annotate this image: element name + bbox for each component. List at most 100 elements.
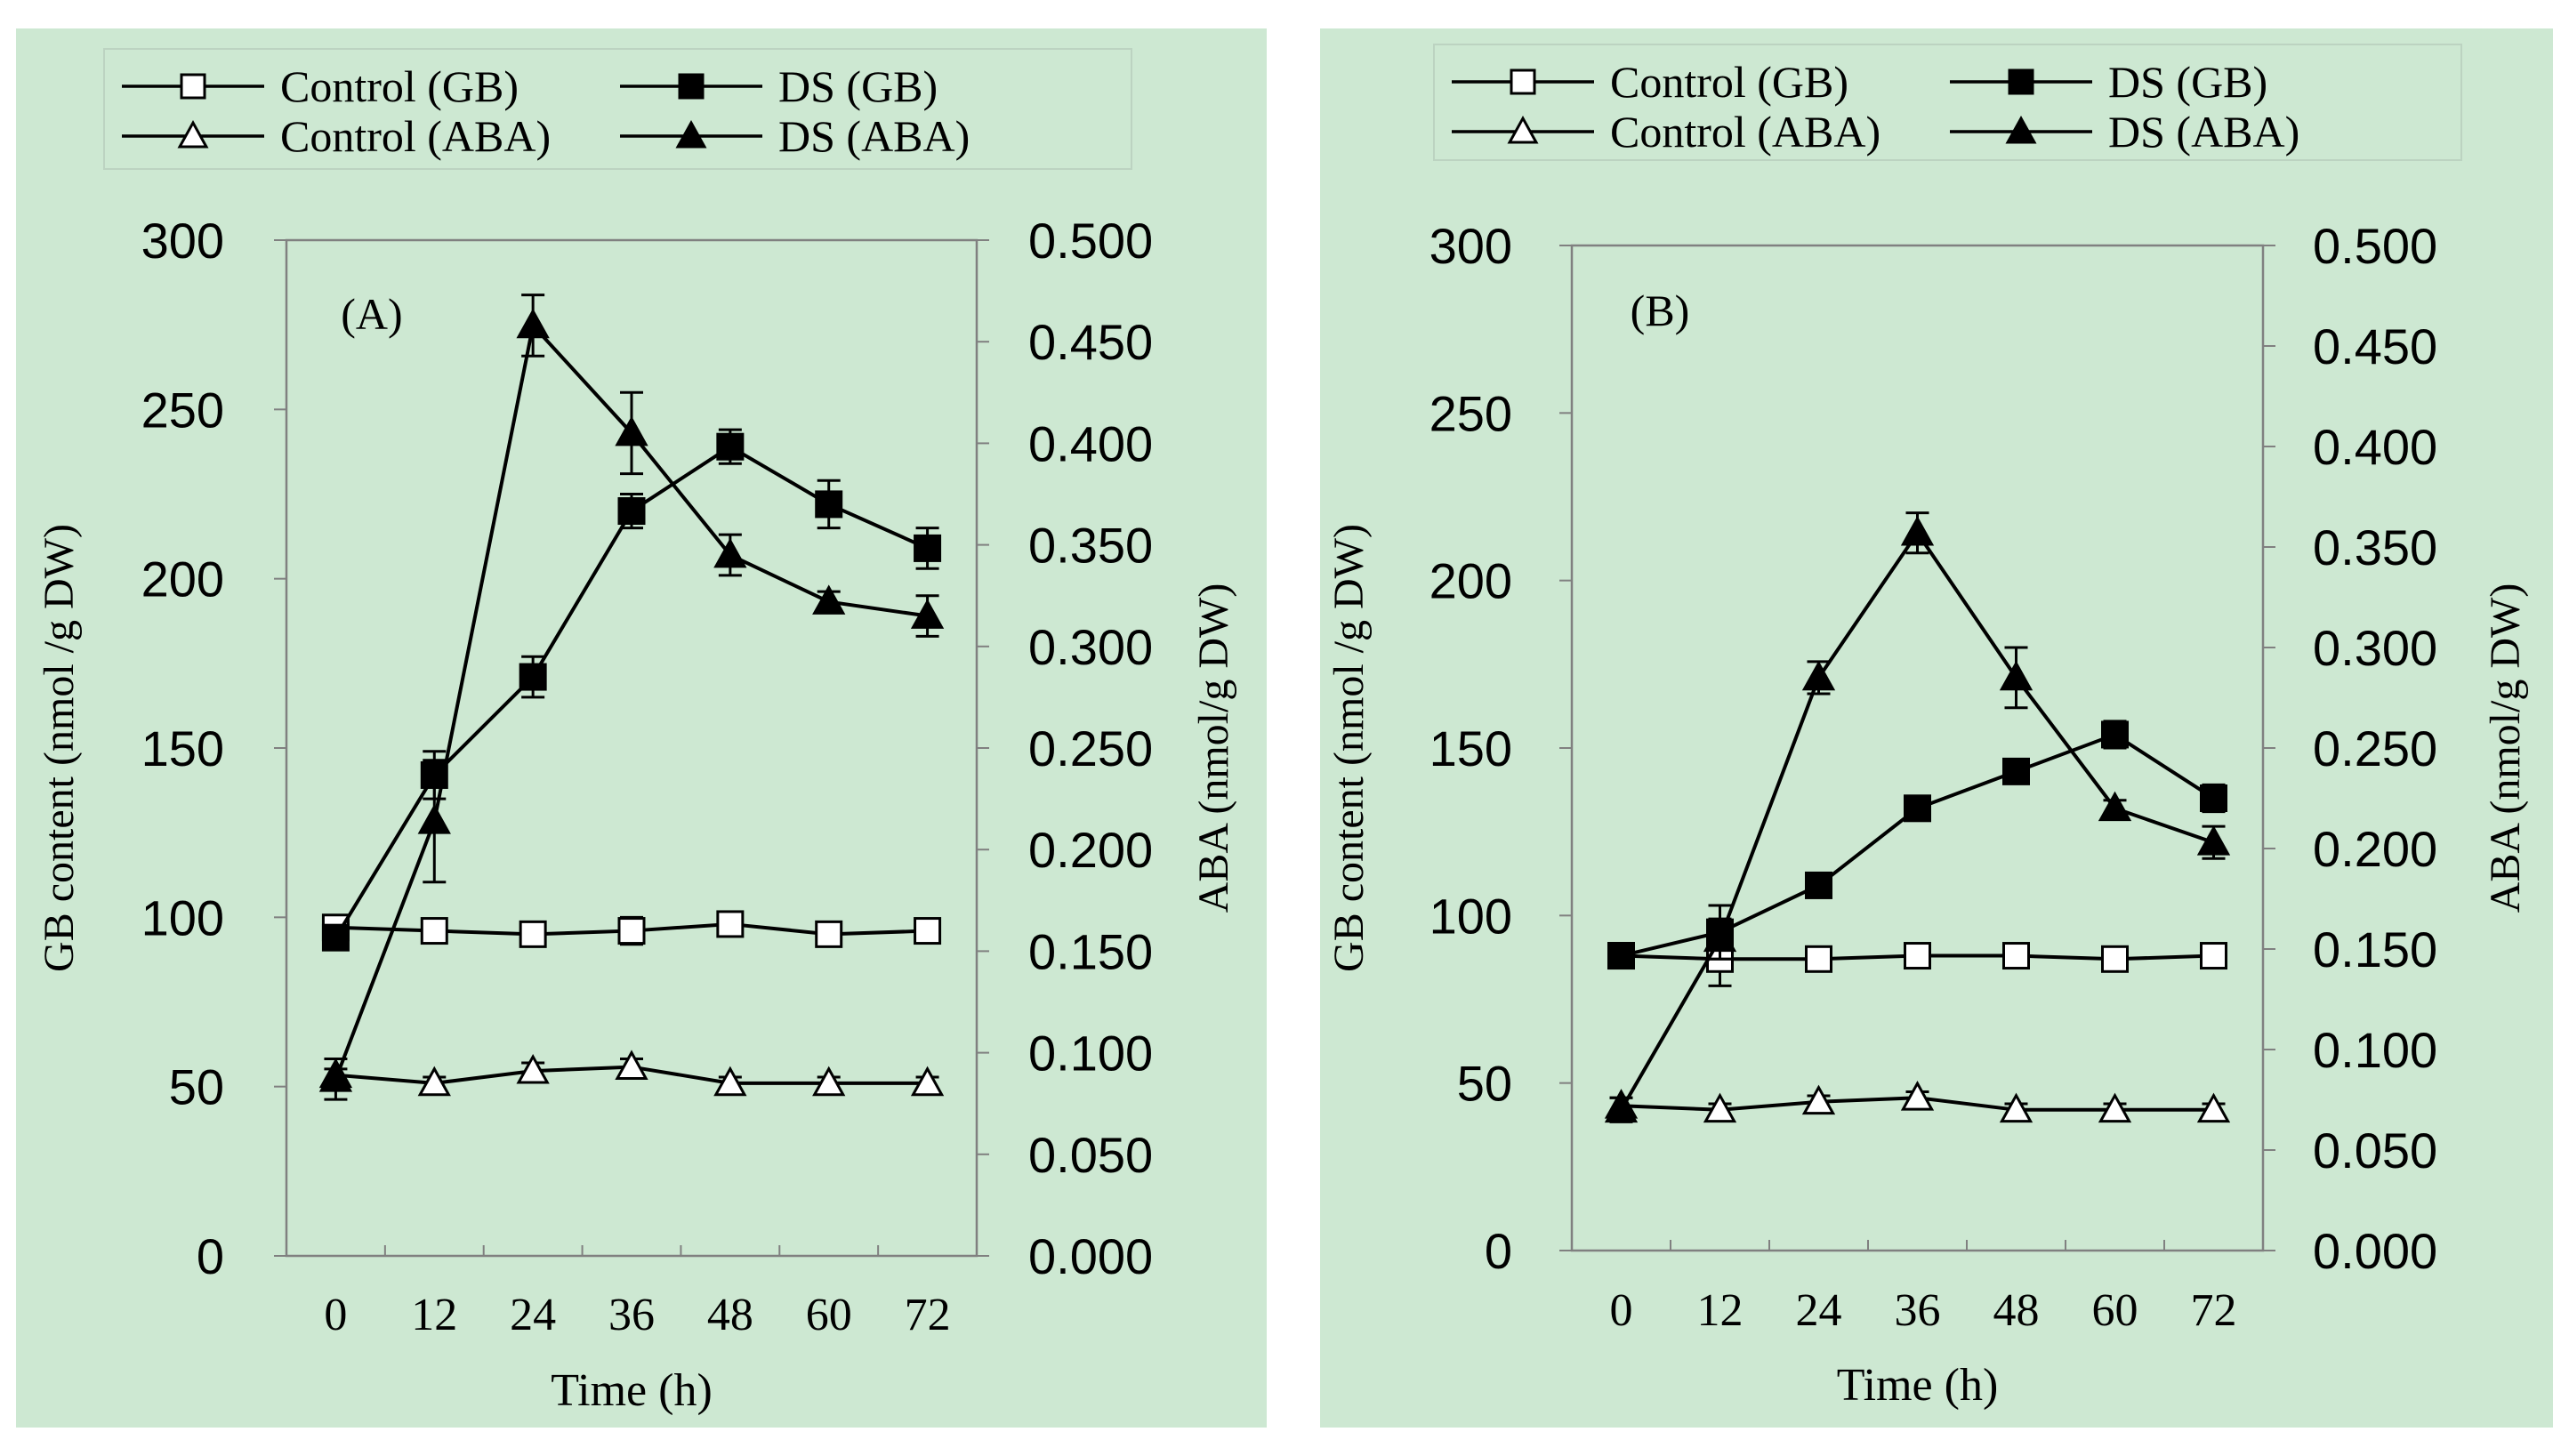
panel-label-b: (B) xyxy=(1631,286,1690,335)
y-left-tick-label-b: 250 xyxy=(1429,385,1512,441)
data-point-a-1-4 xyxy=(716,432,745,461)
legend-b: Control (GB) DS (GB) Control (ABA) DS (ABA) xyxy=(1433,44,2462,161)
legend-a-frame xyxy=(103,48,1132,170)
y-right-tick-label-a: 0.000 xyxy=(1028,1228,1153,1284)
series-b-3 xyxy=(1604,511,2231,1123)
x-tick-label-a: 60 xyxy=(806,1290,852,1340)
x-tick-label-b: 24 xyxy=(1796,1285,1842,1336)
data-point-a-0-1 xyxy=(420,917,448,945)
y-left-axis-title-b: GB content (nmol /g DW) xyxy=(1325,524,1373,972)
legend-b-frame xyxy=(1433,44,2462,161)
y-left-tick-label-a: 50 xyxy=(169,1059,224,1115)
legend-b-ds_gb-marker xyxy=(2008,68,2034,95)
data-point-a-0-2 xyxy=(519,920,547,948)
data-point-b-3-5 xyxy=(2098,791,2132,822)
x-tick-label-a: 48 xyxy=(707,1290,753,1340)
y-right-tick-label-b: 0.150 xyxy=(2313,921,2437,977)
y-right-tick-label-b: 0.400 xyxy=(2313,419,2437,475)
data-point-a-2-1 xyxy=(417,1066,451,1097)
data-point-a-1-6 xyxy=(914,534,942,562)
y-left-tick-label-b: 200 xyxy=(1429,553,1512,609)
x-tick-label-a: 36 xyxy=(608,1290,655,1340)
data-point-b-1-3 xyxy=(1904,794,1931,823)
y-left-tick-label-a: 200 xyxy=(141,551,224,607)
legend-a-control_gb-label: Control (GB) xyxy=(280,61,519,111)
y-right-tick-label-a: 0.500 xyxy=(1028,213,1153,269)
y-left-tick-label-a: 0 xyxy=(197,1228,224,1284)
data-point-b-2-2 xyxy=(1801,1084,1836,1115)
data-point-a-0-6 xyxy=(914,917,942,945)
data-point-b-0-5 xyxy=(2101,945,2129,973)
legend-a-ds_aba-marker xyxy=(675,119,707,149)
y-left-tick-label-a: 300 xyxy=(141,213,224,269)
panel-label-a: (A) xyxy=(341,289,402,339)
legend-a-control_aba-label: Control (ABA) xyxy=(280,111,551,161)
data-point-b-0-6 xyxy=(2200,942,2227,970)
data-point-b-1-6 xyxy=(2200,784,2227,812)
y-left-tick-label-b: 150 xyxy=(1429,720,1512,776)
y-right-tick-label-b: 0.250 xyxy=(2313,720,2437,776)
data-point-b-1-4 xyxy=(2002,757,2030,785)
data-point-a-3-6 xyxy=(910,599,945,629)
data-point-b-0-2 xyxy=(1805,945,1832,973)
y-right-tick-label-a: 0.350 xyxy=(1028,518,1153,574)
y-left-tick-label-a: 150 xyxy=(141,720,224,776)
data-point-a-2-5 xyxy=(812,1066,846,1097)
data-point-a-0-3 xyxy=(617,917,646,945)
data-point-a-1-5 xyxy=(815,490,843,519)
x-tick-label-b: 36 xyxy=(1895,1285,1941,1336)
x-axis-title-b: Time (h) xyxy=(1837,1360,1999,1411)
data-point-a-2-4 xyxy=(713,1066,747,1097)
y-right-tick-label-a: 0.050 xyxy=(1028,1127,1153,1183)
y-right-tick-label-b: 0.000 xyxy=(2313,1223,2437,1279)
y-left-tick-label-b: 100 xyxy=(1429,888,1512,944)
y-left-tick-label-a: 100 xyxy=(141,889,224,945)
y-right-tick-label-a: 0.300 xyxy=(1028,619,1153,675)
series-a-3 xyxy=(318,294,945,1101)
y-left-tick-label-a: 250 xyxy=(141,382,224,438)
legend-a: Control (GB) DS (GB) Control (ABA) DS (ABA) xyxy=(103,48,1132,170)
y-right-tick-label-b: 0.300 xyxy=(2313,620,2437,676)
data-point-b-3-2 xyxy=(1801,660,1836,691)
y-right-axis-title-b: ABA (nmol/g DW) xyxy=(2482,583,2529,913)
data-point-b-3-4 xyxy=(1999,660,2033,691)
y-right-tick-label-a: 0.400 xyxy=(1028,415,1153,471)
data-point-b-2-3 xyxy=(1900,1081,1935,1111)
legend-b-control_gb-marker xyxy=(1510,68,1536,95)
x-tick-label-a: 24 xyxy=(510,1290,556,1340)
x-tick-label-a: 72 xyxy=(905,1290,951,1340)
legend-b-ds_aba-marker xyxy=(2005,115,2037,144)
data-point-b-1-0 xyxy=(1607,942,1635,970)
chart-panel-a: Control (GB) DS (GB) Control (ABA) DS (ABA)… xyxy=(16,28,1267,1428)
y-right-tick-label-b: 0.200 xyxy=(2313,821,2437,877)
x-tick-label-b: 60 xyxy=(2092,1285,2138,1336)
legend-a-ds_aba-label: DS (ABA) xyxy=(778,111,970,161)
data-point-a-3-1 xyxy=(417,804,451,834)
x-tick-label-b: 72 xyxy=(2191,1285,2237,1336)
y-right-tick-label-a: 0.250 xyxy=(1028,720,1153,776)
data-point-b-2-4 xyxy=(1999,1092,2033,1123)
data-point-a-1-3 xyxy=(617,497,646,526)
y-right-tick-label-a: 0.450 xyxy=(1028,314,1153,370)
y-right-axis-title-a: ABA (nmol/g DW) xyxy=(1190,583,1237,913)
x-tick-label-a: 12 xyxy=(411,1290,457,1340)
data-point-a-0-5 xyxy=(815,920,843,948)
x-tick-label-a: 0 xyxy=(324,1290,347,1340)
y-left-tick-label-b: 0 xyxy=(1485,1223,1512,1279)
data-point-a-1-2 xyxy=(519,663,547,691)
x-tick-label-b: 0 xyxy=(1610,1285,1633,1336)
legend-b-control_aba-marker xyxy=(1507,115,1539,144)
data-point-b-2-6 xyxy=(2196,1092,2231,1123)
y-left-axis-title-a: GB content (nmol /g DW) xyxy=(36,524,83,972)
data-point-b-3-3 xyxy=(1900,515,1935,546)
data-point-a-1-0 xyxy=(321,923,350,952)
legend-b-control_gb-label: Control (GB) xyxy=(1610,57,1848,107)
data-point-b-1-2 xyxy=(1805,871,1832,899)
data-point-a-3-3 xyxy=(615,415,648,446)
chart-panel-b: Control (GB) DS (GB) Control (ABA) DS (ABA)… xyxy=(1320,28,2553,1428)
legend-a-ds_gb-label: DS (GB) xyxy=(778,61,938,111)
data-point-a-2-2 xyxy=(516,1053,550,1084)
y-right-tick-label-b: 0.450 xyxy=(2313,318,2437,374)
data-point-b-0-4 xyxy=(2002,942,2030,970)
